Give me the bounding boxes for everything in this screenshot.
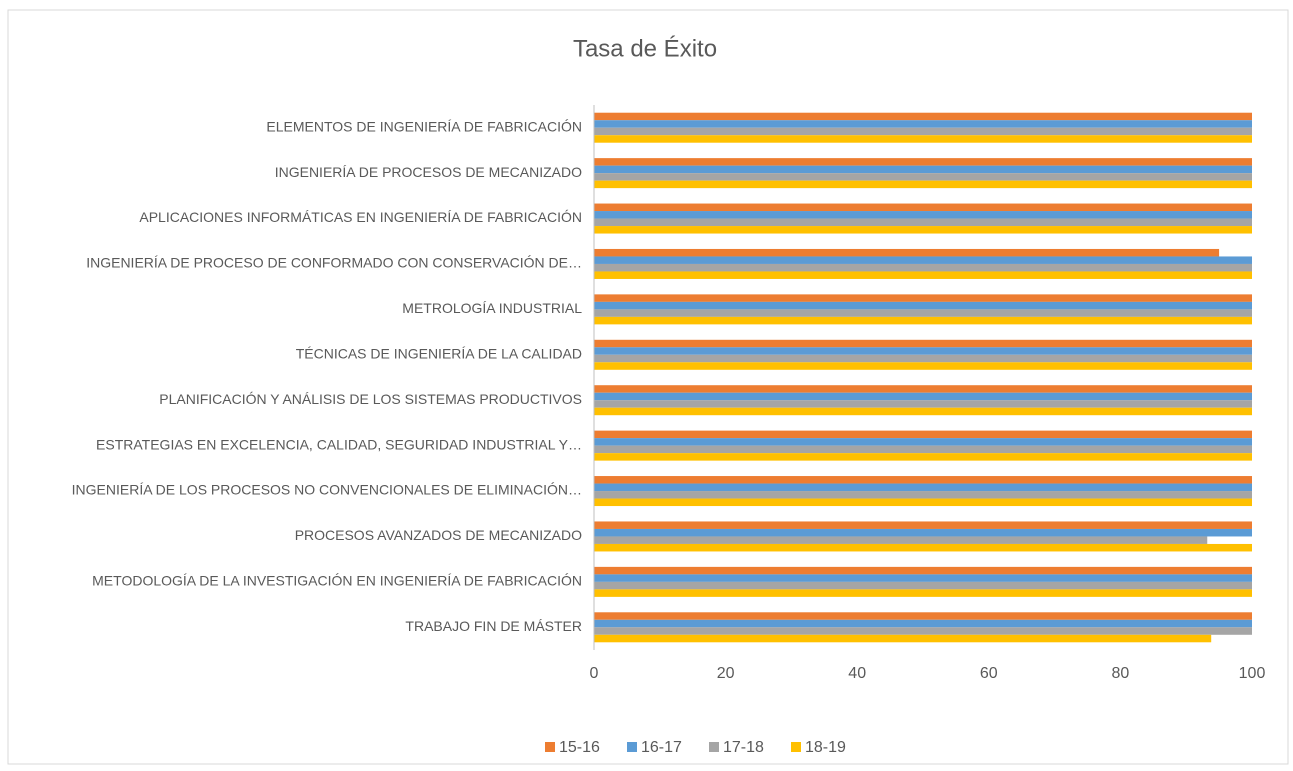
y-tick-label: METODOLOGÍA DE LA INVESTIGACIÓN EN INGEN…	[92, 573, 582, 589]
y-tick-label: APLICACIONES INFORMÁTICAS EN INGENIERÍA …	[139, 209, 582, 225]
legend-swatch	[627, 742, 637, 752]
bar	[594, 226, 1252, 234]
y-tick-label: TÉCNICAS DE INGENIERÍA DE LA CALIDAD	[296, 345, 582, 361]
y-tick-label: INGENIERÍA DE LOS PROCESOS NO CONVENCION…	[72, 482, 582, 498]
bar	[594, 263, 1252, 272]
bar	[594, 385, 1252, 393]
bar	[594, 180, 1252, 189]
bar	[594, 127, 1252, 136]
y-tick-label: INGENIERÍA DE PROCESOS DE MECANIZADO	[275, 164, 582, 180]
y-tick-label: INGENIERÍA DE PROCESO DE CONFORMADO CON …	[86, 255, 582, 271]
bar	[594, 218, 1252, 227]
bar	[594, 453, 1252, 461]
y-tick-label: ELEMENTOS DE INGENIERÍA DE FABRICACIÓN	[266, 118, 582, 134]
bar	[594, 566, 1252, 575]
x-tick-label: 0	[590, 665, 599, 682]
bar	[594, 248, 1220, 257]
bar	[594, 430, 1252, 439]
x-tick-label: 100	[1239, 665, 1266, 682]
bar	[594, 316, 1252, 325]
x-tick-label: 80	[1112, 665, 1130, 682]
bar	[594, 634, 1212, 643]
legend-label: 18-19	[805, 739, 846, 756]
bar	[594, 491, 1252, 499]
bar	[594, 445, 1252, 454]
bar	[594, 339, 1252, 348]
y-tick-label: METROLOGÍA INDUSTRIAL	[402, 300, 582, 316]
bar	[594, 612, 1252, 620]
bar	[594, 203, 1252, 212]
bar	[594, 574, 1252, 582]
bar	[594, 120, 1252, 128]
legend-label: 15-16	[559, 739, 600, 756]
legend-swatch	[709, 742, 719, 752]
bar	[594, 362, 1252, 370]
legend-label: 16-17	[641, 739, 682, 756]
bar	[594, 158, 1252, 166]
bar	[594, 301, 1252, 310]
x-tick-label: 40	[848, 665, 866, 682]
bar	[594, 112, 1252, 121]
x-tick-label: 60	[980, 665, 998, 682]
bar	[594, 581, 1252, 590]
bar	[594, 498, 1252, 507]
bar	[594, 536, 1208, 544]
bar	[594, 173, 1252, 181]
bar	[594, 528, 1252, 537]
bar	[594, 256, 1252, 264]
bar	[594, 400, 1252, 408]
bar	[594, 135, 1252, 143]
legend-label: 17-18	[723, 739, 764, 756]
bar	[594, 407, 1252, 416]
chart-title: Tasa de Éxito	[573, 35, 717, 62]
bar	[594, 271, 1252, 279]
bar	[594, 309, 1252, 317]
y-tick-label: ESTRATEGIAS EN EXCELENCIA, CALIDAD, SEGU…	[96, 436, 582, 452]
bar	[594, 627, 1252, 635]
bar	[594, 347, 1252, 355]
bar	[594, 294, 1252, 302]
bar	[594, 521, 1252, 529]
bar	[594, 476, 1252, 484]
x-tick-label: 20	[717, 665, 735, 682]
bar	[594, 483, 1252, 492]
y-tick-label: TRABAJO FIN DE MÁSTER	[405, 618, 582, 634]
bar	[594, 543, 1252, 552]
bar	[594, 619, 1252, 628]
bar	[594, 354, 1252, 363]
bar	[594, 392, 1252, 401]
bar	[594, 589, 1252, 597]
bar	[594, 165, 1252, 174]
bar	[594, 438, 1252, 446]
y-tick-label: PLANIFICACIÓN Y ANÁLISIS DE LOS SISTEMAS…	[159, 391, 582, 407]
legend-swatch	[545, 742, 555, 752]
y-tick-label: PROCESOS AVANZADOS DE MECANIZADO	[295, 527, 582, 543]
legend-swatch	[791, 742, 801, 752]
bar	[594, 211, 1252, 219]
